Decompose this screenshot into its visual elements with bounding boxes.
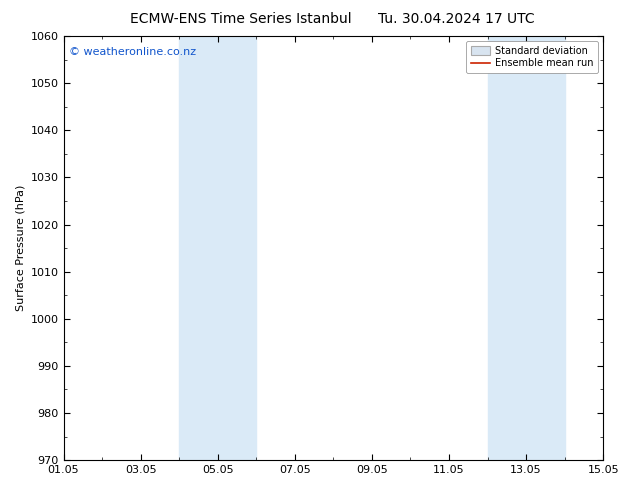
Bar: [179, 36, 256, 460]
Y-axis label: Surface Pressure (hPa): Surface Pressure (hPa): [15, 185, 25, 311]
Legend: Standard deviation, Ensemble mean run: Standard deviation, Ensemble mean run: [466, 41, 598, 73]
Text: Tu. 30.04.2024 17 UTC: Tu. 30.04.2024 17 UTC: [378, 12, 535, 26]
Text: © weatheronline.co.nz: © weatheronline.co.nz: [69, 47, 196, 57]
Text: ECMW-ENS Time Series Istanbul: ECMW-ENS Time Series Istanbul: [130, 12, 352, 26]
Bar: [488, 36, 565, 460]
